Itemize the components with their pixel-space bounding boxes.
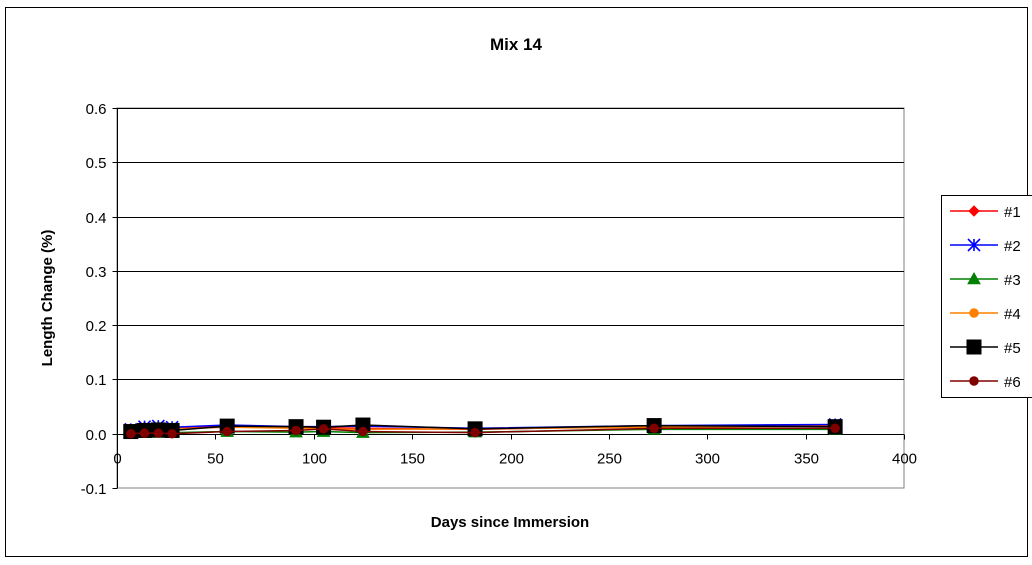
y-tick-label: 0.2: [86, 318, 107, 335]
legend-label: #3: [1004, 272, 1021, 289]
x-tick-label: 50: [207, 451, 224, 468]
data-point: [970, 309, 979, 318]
data-point: [292, 426, 301, 435]
y-tick-label: 0.6: [86, 101, 107, 118]
data-point: [127, 429, 136, 438]
data-point: [967, 340, 981, 354]
data-point: [970, 377, 979, 386]
y-tick-label: 0.4: [86, 210, 107, 227]
data-point: [154, 429, 163, 438]
y-tick-label: -0.1: [81, 481, 107, 498]
data-point: [140, 429, 149, 438]
x-axis-label: Days since Immersion: [431, 514, 589, 531]
data-point: [168, 429, 177, 438]
x-tick-label: 200: [499, 451, 524, 468]
x-tick-label: 350: [794, 451, 819, 468]
y-tick-label: 0.1: [86, 372, 107, 389]
legend-box: [942, 196, 1032, 398]
x-tick-label: 300: [695, 451, 720, 468]
y-tick-label: 0.3: [86, 264, 107, 281]
x-tick-label: 400: [892, 451, 917, 468]
legend-label: #5: [1004, 340, 1021, 357]
data-point: [223, 427, 232, 436]
legend-label: #1: [1004, 204, 1021, 221]
legend: #1 #2 #3 #4 #5 #6: [942, 196, 1032, 398]
y-tick-label: 0.5: [86, 155, 107, 172]
x-tick-label: 150: [400, 451, 425, 468]
legend-label: #2: [1004, 238, 1021, 255]
y-tick-label: 0.0: [86, 427, 107, 444]
legend-label: #6: [1004, 374, 1021, 391]
data-point: [831, 424, 840, 433]
x-tick-label: 0: [113, 451, 121, 468]
data-point: [359, 427, 368, 436]
data-point: [650, 424, 659, 433]
data-point: [471, 428, 480, 437]
chart-title: Mix 14: [490, 35, 543, 54]
y-axis-label: Length Change (%): [39, 230, 56, 367]
x-tick-label: 250: [597, 451, 622, 468]
legend-label: #4: [1004, 306, 1021, 323]
data-point: [319, 425, 328, 434]
x-tick-label: 100: [302, 451, 327, 468]
